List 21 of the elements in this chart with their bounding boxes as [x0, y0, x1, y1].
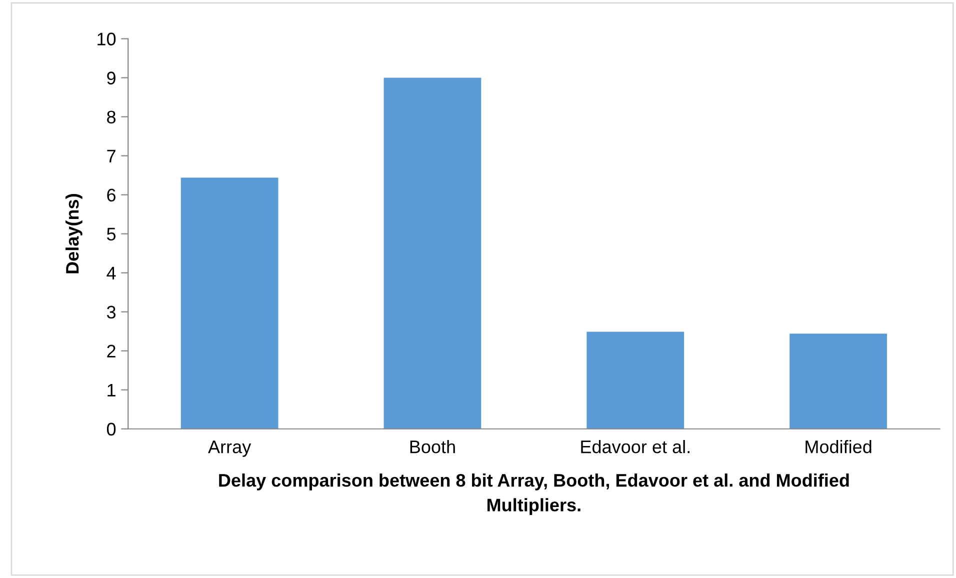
y-tick-label: 4 — [106, 266, 116, 280]
y-tick-label: 3 — [106, 306, 116, 319]
bar — [180, 178, 278, 429]
y-tick-label: 5 — [106, 228, 116, 241]
y-tick-label: 2 — [107, 344, 116, 358]
bar — [790, 334, 887, 429]
y-axis-title: Delay(ns) — [65, 194, 82, 274]
x-axis-title: Delay comparison between 8 bit Array, Booth, Edavoor et al. and Modified Multipliers. — [219, 473, 849, 515]
x-tick-label: Array — [208, 440, 252, 457]
y-tick-label: 7 — [107, 150, 116, 162]
bar — [586, 332, 684, 429]
x-tick-label: Edavoor et al. — [581, 440, 690, 454]
y-tick-label: 1 — [108, 384, 116, 396]
y-tick-label: 8 — [107, 110, 116, 124]
x-tick-label: Modified — [806, 440, 872, 454]
y-tick-label: 0 — [106, 422, 116, 436]
y-tick-label: 6 — [107, 188, 116, 202]
y-tick-label: 9 — [107, 72, 116, 84]
y-tick-label: 10 — [98, 32, 116, 46]
bar — [384, 78, 482, 429]
x-tick-label: Booth — [410, 440, 455, 454]
